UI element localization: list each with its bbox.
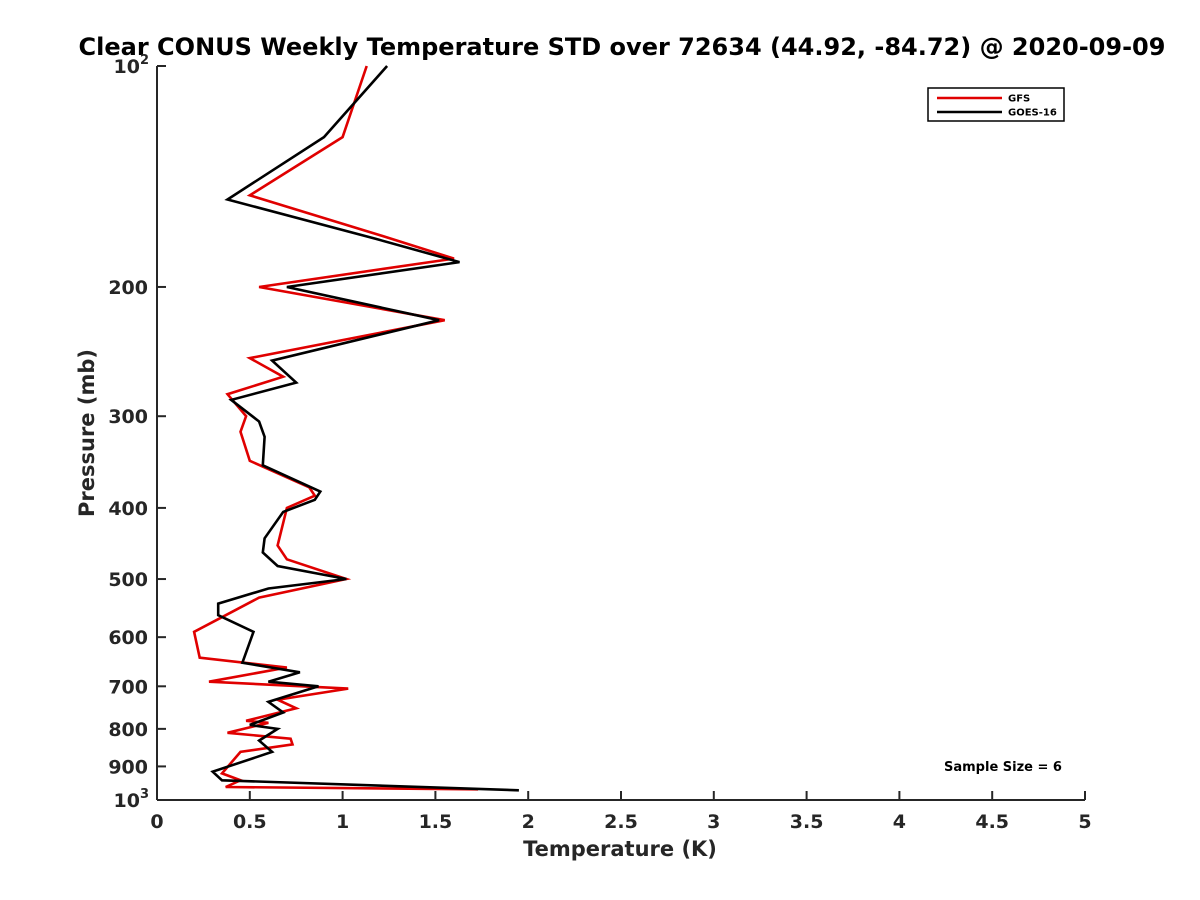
y-axis-label: Pressure (mb) <box>75 349 99 517</box>
y-tick-label: 800 <box>108 719 148 741</box>
x-tick-label: 4.5 <box>975 811 1009 833</box>
series-layer <box>192 65 519 792</box>
y-tick-label: 102 <box>114 53 150 78</box>
x-axis-label: Temperature (K) <box>523 837 717 861</box>
x-tick-label: 4 <box>893 811 906 833</box>
x-tick-label: 0.5 <box>233 811 267 833</box>
y-tick-label: 700 <box>108 676 148 698</box>
x-tick-label: 2 <box>522 811 535 833</box>
y-tick-label: 500 <box>108 569 148 591</box>
y-tick-label: 200 <box>108 277 148 299</box>
y-tick-label: 600 <box>108 627 148 649</box>
y-tick-label: 400 <box>108 498 148 520</box>
series-line-goes-16 <box>210 65 519 792</box>
x-tick-label: 0 <box>150 811 163 833</box>
axes-layer: 0 0.5 1 1.5 2 2.5 3 3.5 4 4.5 5 102 200 300 400 500 600 7… <box>108 53 1091 833</box>
legend: GFS GOES-16 <box>927 87 1065 122</box>
y-tick-label: 300 <box>108 406 148 428</box>
x-tick-label: 5 <box>1078 811 1091 833</box>
x-tick-label: 3 <box>707 811 720 833</box>
x-tick-label: 1.5 <box>419 811 453 833</box>
y-tick-label: 900 <box>108 756 148 778</box>
sample-size-annotation: Sample Size = 6 <box>944 760 1062 775</box>
x-tick-label: 1 <box>336 811 349 833</box>
legend-label-gfs: GFS <box>1008 94 1030 105</box>
x-tick-label: 2.5 <box>604 811 638 833</box>
chart-title: Clear CONUS Weekly Temperature STD over … <box>79 33 1166 61</box>
legend-box <box>927 87 1065 122</box>
y-tick-label: 103 <box>114 787 150 812</box>
x-tick-label: 3.5 <box>790 811 824 833</box>
legend-label-goes-16: GOES-16 <box>1008 108 1057 119</box>
